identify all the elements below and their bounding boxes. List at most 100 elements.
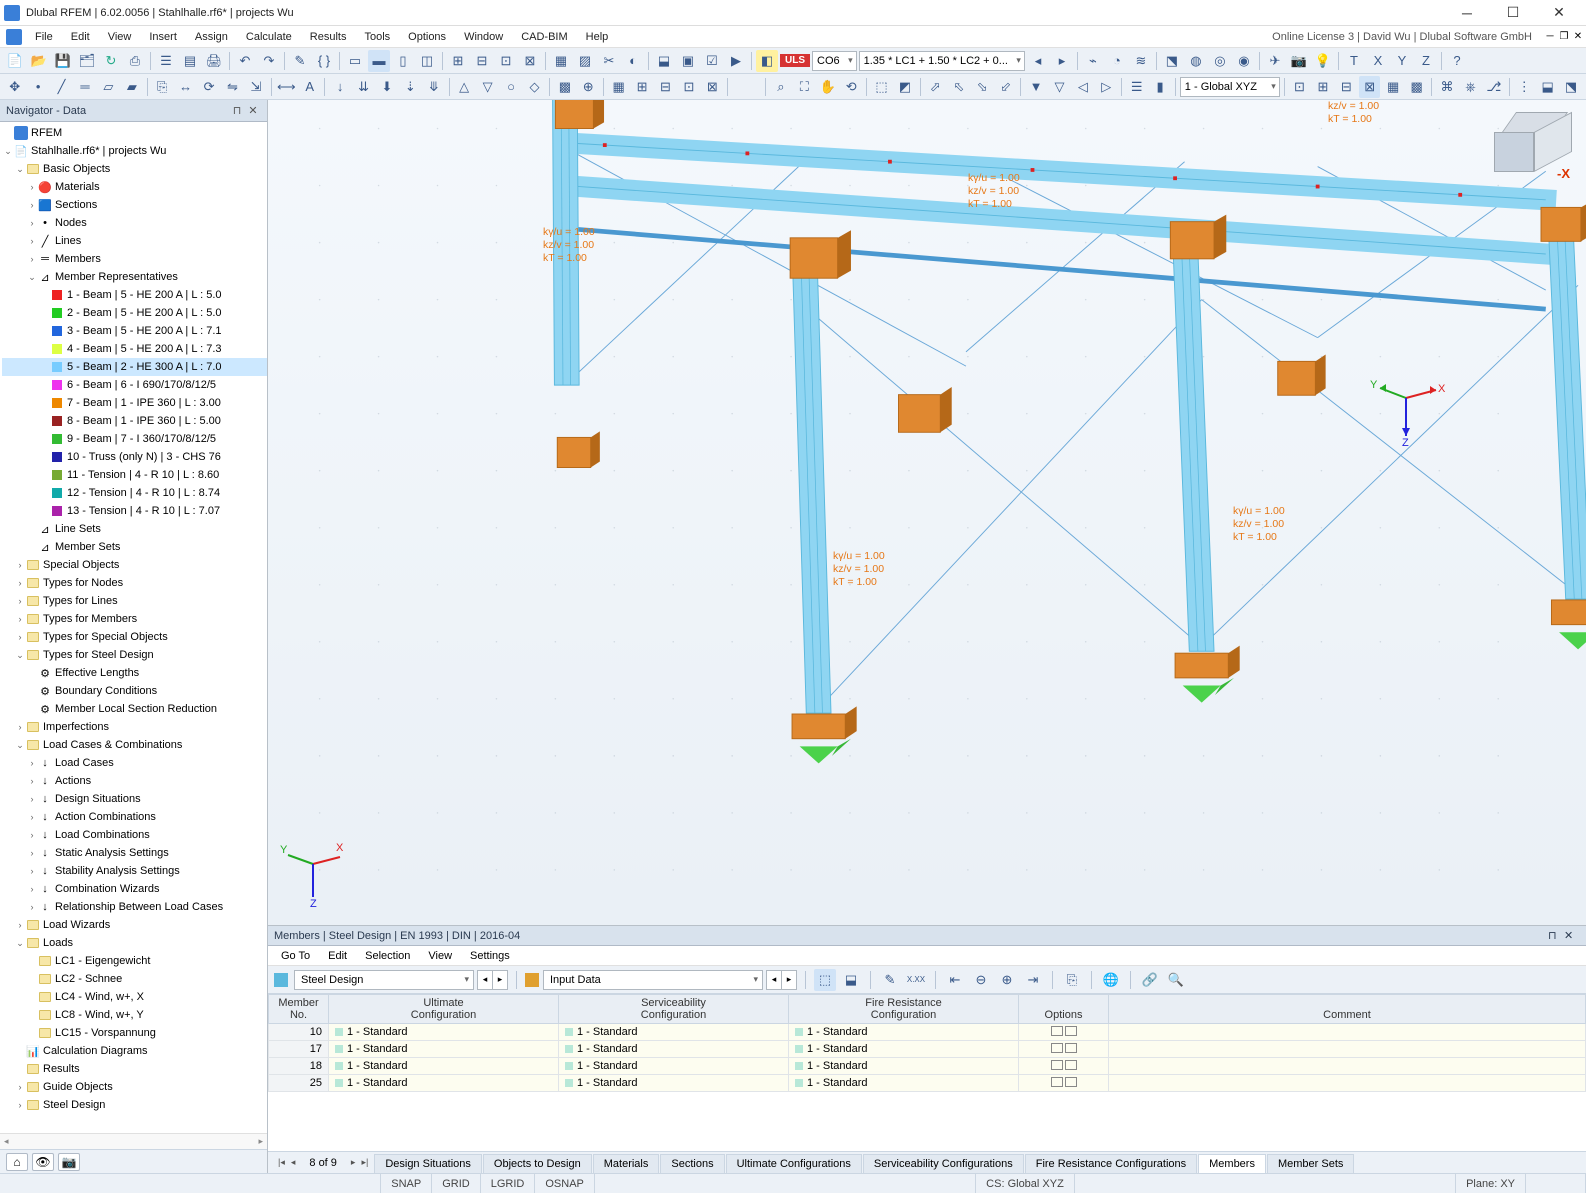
refine-icon[interactable]: ⊕ <box>578 76 599 98</box>
tree-item[interactable]: 5 - Beam | 2 - HE 300 A | L : 7.0 <box>2 358 267 376</box>
stretch-icon[interactable]: ⇲ <box>245 76 266 98</box>
tree-item[interactable]: LC2 - Schnee <box>2 970 267 988</box>
tree-item[interactable]: ⚙Member Local Section Reduction <box>2 700 267 718</box>
copy-icon[interactable]: ⎘ <box>152 76 173 98</box>
cam-icon[interactable]: 📷 <box>1288 50 1310 72</box>
tree-item[interactable]: 11 - Tension | 4 - R 10 | L : 8.60 <box>2 466 267 484</box>
tab-first-icon[interactable]: |◂ <box>276 1157 287 1168</box>
tree-item[interactable]: LC4 - Wind, w+, X <box>2 988 267 1006</box>
mdi-minimize-icon[interactable]: ─ <box>1544 31 1556 43</box>
go-next-icon[interactable]: ⊕ <box>996 969 1018 991</box>
w1-icon[interactable]: ⬀ <box>925 76 946 98</box>
tree-item[interactable]: ›🟦Sections <box>2 196 267 214</box>
line-tool-icon[interactable]: ╱ <box>51 76 72 98</box>
minimize-button[interactable]: ─ <box>1444 0 1490 26</box>
tab-ultimate-configurations[interactable]: Ultimate Configurations <box>726 1154 862 1173</box>
tree-item[interactable]: 10 - Truss (only N) | 3 - CHS 76 <box>2 448 267 466</box>
layout2-icon[interactable]: ⊟ <box>471 50 493 72</box>
f3-icon[interactable]: ⬔ <box>1560 76 1581 98</box>
tree-item[interactable]: 7 - Beam | 1 - IPE 360 | L : 3.00 <box>2 394 267 412</box>
tree-item[interactable]: ⊿Member Sets <box>2 538 267 556</box>
status-osnap[interactable]: OSNAP <box>535 1174 595 1193</box>
tab-sections[interactable]: Sections <box>660 1154 724 1173</box>
input-data-combo[interactable]: Input Data <box>543 970 763 990</box>
tree-item[interactable]: ›↓Design Situations <box>2 790 267 808</box>
cut-icon[interactable]: ✂ <box>598 50 620 72</box>
navigator-cam-icon[interactable]: 📷 <box>58 1153 80 1171</box>
tree-item[interactable]: ›Imperfections <box>2 718 267 736</box>
next-lc-icon[interactable]: ▸ <box>1051 50 1073 72</box>
w4-icon[interactable]: ⬃ <box>995 76 1016 98</box>
node-tool-icon[interactable]: • <box>27 76 48 98</box>
bottom-panel-grid[interactable]: MemberNo.UltimateConfigurationServiceabi… <box>268 994 1586 1151</box>
sel-col-icon[interactable]: ⬓ <box>840 969 862 991</box>
grid3-icon[interactable]: ⊟ <box>655 76 676 98</box>
pan-icon[interactable]: ✋ <box>817 76 838 98</box>
menu-options[interactable]: Options <box>399 29 455 45</box>
tree-item[interactable]: ›↓Action Combinations <box>2 808 267 826</box>
code-icon[interactable]: { } <box>313 50 335 72</box>
navigator-close-icon[interactable]: ✕ <box>245 103 261 119</box>
rotate-view-icon[interactable]: ⟲ <box>840 76 861 98</box>
help-icon[interactable]: ? <box>1446 50 1468 72</box>
tree-item[interactable]: ›Types for Members <box>2 610 267 628</box>
t-icon[interactable]: T <box>1343 50 1365 72</box>
ortho-icon[interactable]: ▦ <box>550 50 572 72</box>
f1-icon[interactable]: ⋮ <box>1514 76 1535 98</box>
filter4-icon[interactable]: ▷ <box>1096 76 1117 98</box>
print-setup-icon[interactable]: ⎙ <box>124 50 146 72</box>
tree-item[interactable]: ⚙Effective Lengths <box>2 664 267 682</box>
dim-icon[interactable]: ⟷ <box>276 76 297 98</box>
load2-icon[interactable]: ⇊ <box>353 76 374 98</box>
tree-item[interactable]: ⌄⊿Member Representatives <box>2 268 267 286</box>
w2-icon[interactable]: ⬁ <box>948 76 969 98</box>
zoom-win-icon[interactable]: ⌕ <box>770 76 791 98</box>
tab-members[interactable]: Members <box>1198 1154 1266 1173</box>
tree-item[interactable]: RFEM <box>2 124 267 142</box>
tree-item[interactable]: ⌄Types for Steel Design <box>2 646 267 664</box>
view-z-icon[interactable]: ◉ <box>1233 50 1255 72</box>
view-iso-icon[interactable]: ⬔ <box>1161 50 1183 72</box>
e3-icon[interactable]: ⎇ <box>1483 76 1504 98</box>
viewport-3d[interactable]: kγ/u = 1.00kz/v = 1.00kT = 1.00kγ/u = 1.… <box>268 100 1586 925</box>
menu-tools[interactable]: Tools <box>355 29 399 45</box>
filter3-icon[interactable]: ◁ <box>1072 76 1093 98</box>
menu-edit[interactable]: Edit <box>62 29 99 45</box>
tree-item[interactable]: LC1 - Eigengewicht <box>2 952 267 970</box>
solid-icon[interactable]: ▮ <box>1149 76 1170 98</box>
tree-item[interactable]: ›Special Objects <box>2 556 267 574</box>
load5-icon[interactable]: ⤋ <box>423 76 444 98</box>
surface-tool-icon[interactable]: ▱ <box>98 76 119 98</box>
unit-icon[interactable]: ⬓ <box>653 50 675 72</box>
window4-icon[interactable]: ◫ <box>416 50 438 72</box>
list-icon[interactable]: ▤ <box>179 50 201 72</box>
load1-icon[interactable]: ↓ <box>329 76 350 98</box>
tab-last-icon[interactable]: ▸| <box>359 1157 370 1168</box>
siso-icon[interactable]: ◩ <box>894 76 915 98</box>
menu-calculate[interactable]: Calculate <box>237 29 301 45</box>
tree-item[interactable]: ›Types for Special Objects <box>2 628 267 646</box>
status-snap[interactable]: SNAP <box>381 1174 432 1193</box>
tree-item[interactable]: 3 - Beam | 5 - HE 200 A | L : 7.1 <box>2 322 267 340</box>
maximize-button[interactable]: ☐ <box>1490 0 1536 26</box>
coord-system-combo[interactable]: 1 - Global XYZ <box>1180 77 1280 97</box>
undo-icon[interactable]: ↶ <box>234 50 256 72</box>
mirror-icon[interactable]: ⇋ <box>222 76 243 98</box>
new-icon[interactable]: 📄 <box>4 50 26 72</box>
menu-cad-bim[interactable]: CAD-BIM <box>512 29 576 45</box>
prev1-icon[interactable]: ◂ <box>477 970 493 990</box>
s6-icon[interactable]: ▩ <box>1406 76 1427 98</box>
prev-lc-icon[interactable]: ◂ <box>1027 50 1049 72</box>
light-icon[interactable]: 💡 <box>1312 50 1334 72</box>
check-icon[interactable]: ☑ <box>701 50 723 72</box>
text-icon[interactable]: A <box>299 76 320 98</box>
save-icon[interactable]: 💾 <box>52 50 74 72</box>
status-grid[interactable]: GRID <box>432 1174 481 1193</box>
anim-icon[interactable]: ≋ <box>1130 50 1152 72</box>
xxx-icon[interactable]: X.XX <box>905 969 927 991</box>
window2-icon[interactable]: ▬ <box>368 50 390 72</box>
prev2-icon[interactable]: ◂ <box>766 970 782 990</box>
window3-icon[interactable]: ▯ <box>392 50 414 72</box>
wire-icon[interactable]: ☰ <box>1126 76 1147 98</box>
tab-member-sets[interactable]: Member Sets <box>1267 1154 1354 1173</box>
